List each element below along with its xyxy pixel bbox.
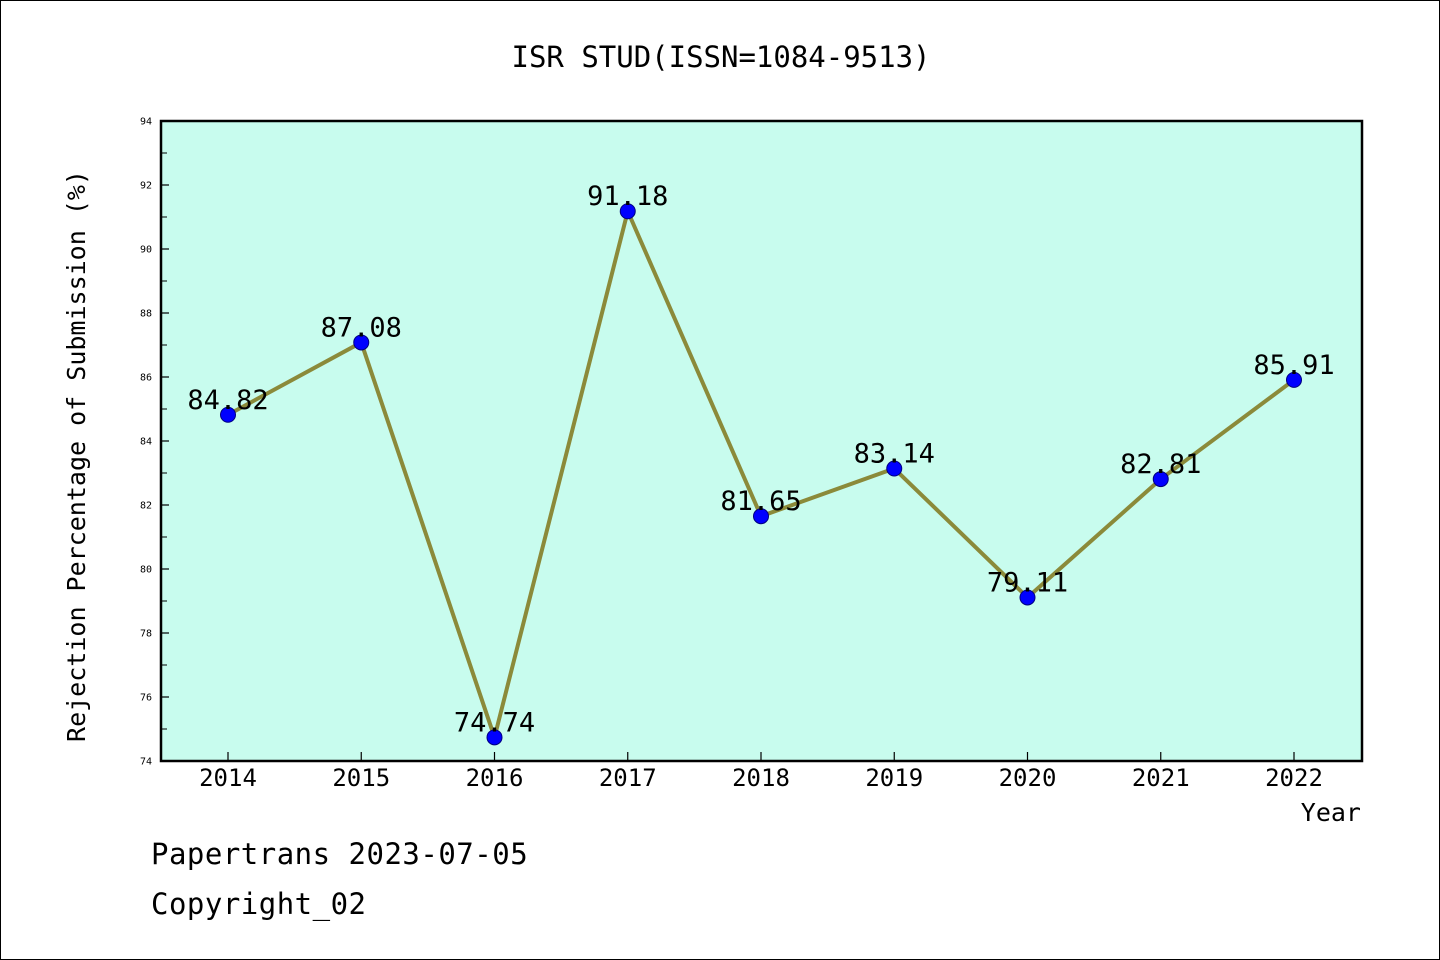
- y-tick-label: 92: [140, 181, 152, 192]
- y-tick-label: 88: [140, 309, 152, 320]
- y-tick-label: 86: [140, 373, 152, 384]
- plot-background: [161, 121, 1362, 761]
- data-label: 74.74: [454, 707, 535, 738]
- y-axis-label: Rejection Percentage of Submission (%): [62, 170, 91, 742]
- x-axis-label: Year: [1301, 798, 1361, 827]
- x-tick-label: 2021: [1132, 764, 1190, 792]
- data-label: 87.08: [321, 312, 402, 343]
- data-label: 79.11: [987, 567, 1068, 598]
- y-tick-label: 94: [140, 117, 152, 128]
- data-label: 81.65: [720, 486, 801, 517]
- data-label: 85.91: [1253, 350, 1334, 381]
- y-tick-label: 84: [140, 437, 152, 448]
- data-labels: 84.82 87.08 74.74 91.18 81.65 83.14 79.11 82.81…: [187, 181, 1334, 738]
- axis-ticks: 74 76 78 80 82 84 86 88 90 92 94 2014 2015 2016 2017 20…: [140, 117, 1323, 793]
- data-label: 83.14: [854, 439, 935, 470]
- data-point-marker: [886, 460, 903, 477]
- y-tick-label: 74: [140, 757, 152, 768]
- chart-title: ISR STUD(ISSN=1084-9513): [511, 40, 930, 74]
- x-tick-label: 2018: [732, 764, 790, 792]
- x-tick-label: 2016: [466, 764, 524, 792]
- plot-frame: [159, 119, 1364, 763]
- data-series: [220, 203, 1302, 746]
- x-tick-label: 2017: [599, 764, 657, 792]
- y-tick-label: 82: [140, 501, 152, 512]
- data-label: 84.82: [187, 385, 268, 416]
- y-tick-label: 78: [140, 629, 152, 640]
- footer-date: Papertrans 2023-07-05: [151, 837, 529, 871]
- data-point-marker: [220, 406, 236, 423]
- x-tick-label: 2022: [1265, 764, 1323, 792]
- data-point-marker: [486, 729, 503, 746]
- data-point-marker: [353, 334, 370, 351]
- data-point-marker: [1019, 589, 1036, 606]
- data-point-marker: [1286, 371, 1302, 388]
- footer-copyright: Copyright_02: [151, 887, 367, 921]
- data-point-marker: [1152, 471, 1169, 488]
- y-tick-label: 76: [140, 693, 152, 704]
- data-label: 91.18: [587, 181, 668, 212]
- x-tick-label: 2014: [199, 764, 257, 792]
- data-label: 82.81: [1120, 449, 1201, 480]
- y-tick-label: 90: [140, 245, 152, 256]
- x-tick-label: 2015: [332, 764, 390, 792]
- x-tick-label: 2020: [999, 764, 1057, 792]
- data-point-marker: [619, 203, 636, 220]
- x-tick-label: 2019: [865, 764, 923, 792]
- data-point-marker: [753, 508, 769, 525]
- y-tick-label: 80: [140, 565, 152, 576]
